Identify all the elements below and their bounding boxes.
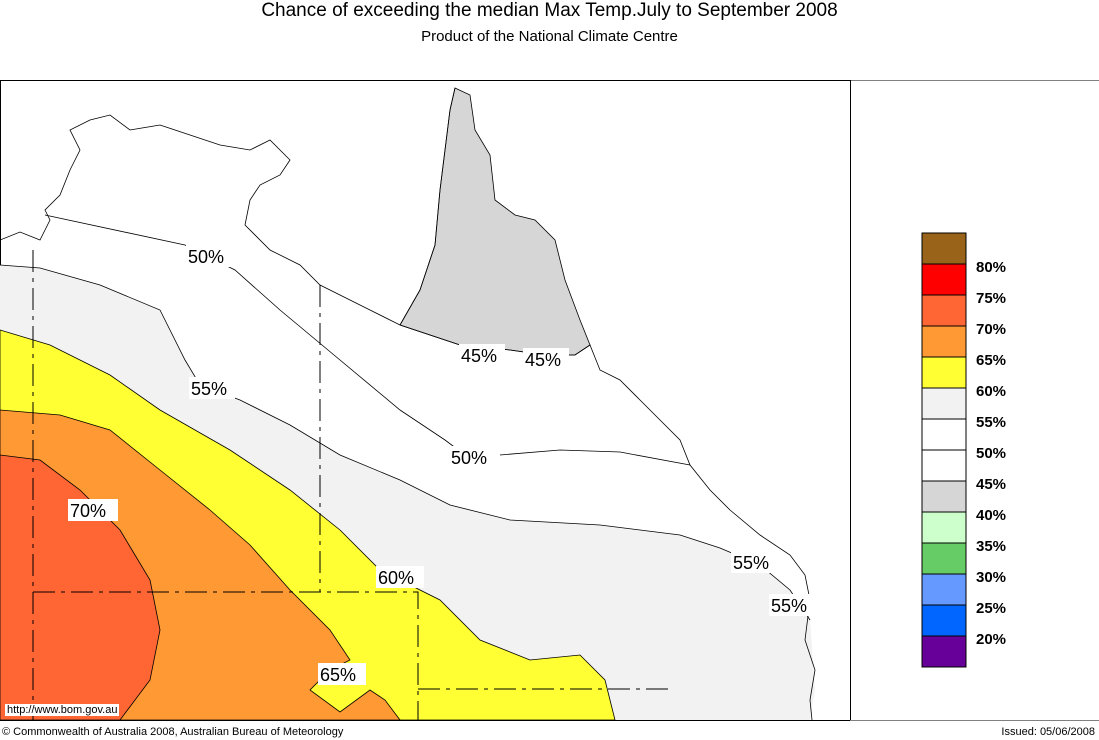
legend-label: 80%	[976, 259, 1006, 276]
legend-label: 35%	[976, 538, 1006, 555]
coastline	[0, 87, 816, 721]
legend-swatch	[921, 294, 967, 327]
contour-55	[0, 264, 811, 621]
legend-swatch	[921, 542, 967, 575]
map-subtitle: Product of the National Climate Centre	[421, 28, 678, 45]
legend-label: 60%	[976, 383, 1006, 400]
issued-date: Issued: 05/06/2008	[1001, 726, 1095, 738]
contour-label: 70%	[70, 501, 106, 521]
legend: 80% 75% 70% 65% 60% 55% 50% 45% 40% 35% 30% 25% 20%	[921, 232, 1006, 668]
contour-label: 60%	[378, 568, 414, 588]
contour-label: 55%	[771, 596, 807, 616]
legend-swatch	[921, 232, 967, 265]
contour-label: 50%	[451, 448, 487, 468]
map-title: Chance of exceeding the median Max Temp.…	[261, 0, 838, 21]
contour-label: 65%	[320, 665, 356, 685]
legend-swatch	[921, 449, 967, 482]
legend-swatch	[921, 604, 967, 637]
legend-label: 40%	[976, 507, 1006, 524]
legend-swatch	[921, 511, 967, 544]
state-borders	[32, 250, 670, 720]
legend-label: 50%	[976, 445, 1006, 462]
contour-label: 55%	[191, 379, 227, 399]
legend-swatch	[921, 325, 967, 358]
legend-label: 70%	[976, 321, 1006, 338]
legend-label: 75%	[976, 290, 1006, 307]
contour-label: 45%	[461, 346, 497, 366]
legend-swatch	[921, 387, 967, 420]
legend-label: 65%	[976, 352, 1006, 369]
legend-label: 25%	[976, 600, 1006, 617]
legend-label: 20%	[976, 631, 1006, 648]
legend-panel	[850, 80, 1099, 721]
contour-label: 50%	[188, 247, 224, 267]
contour-label: 45%	[525, 350, 561, 370]
contour-label: 55%	[733, 553, 769, 573]
legend-label: 30%	[976, 569, 1006, 586]
legend-swatch	[921, 356, 967, 389]
legend-swatch	[921, 635, 967, 668]
legend-swatch	[921, 480, 967, 513]
region-70-75	[0, 454, 161, 721]
legend-swatch	[921, 418, 967, 451]
copyright-text: © Commonwealth of Australia 2008, Austra…	[2, 726, 344, 738]
legend-swatch	[921, 573, 967, 606]
website-link[interactable]: http://www.bom.gov.au	[5, 704, 120, 716]
legend-label: 55%	[976, 414, 1006, 431]
legend-swatch	[921, 263, 967, 296]
legend-label: 45%	[976, 476, 1006, 493]
